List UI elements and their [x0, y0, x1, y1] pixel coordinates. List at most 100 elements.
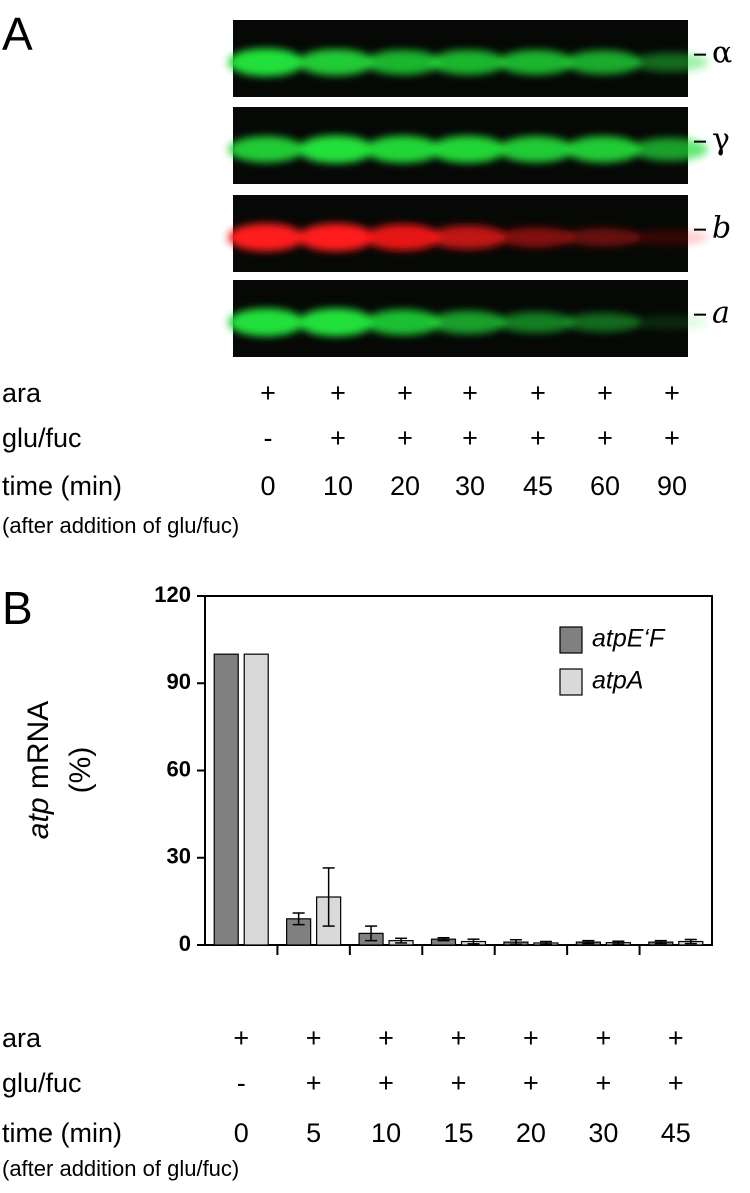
- y-tick-label: 0: [179, 931, 191, 956]
- legend-label: atpA: [592, 667, 643, 695]
- band: [565, 136, 641, 163]
- band-label: b: [712, 211, 731, 246]
- band: [298, 308, 374, 337]
- note: (after addition of glu/fuc): [2, 1156, 239, 1181]
- error-bar: [684, 938, 697, 945]
- condition-value: +: [595, 1023, 611, 1053]
- x-axis-label: time (min): [2, 1118, 122, 1148]
- band: [228, 223, 304, 252]
- y-axis-unit: (%): [64, 747, 97, 794]
- condition-value: +: [378, 1068, 394, 1098]
- condition-value: 60: [590, 471, 620, 501]
- condition-value: +: [397, 423, 413, 453]
- panel-label: A: [2, 8, 33, 60]
- error-bar: [612, 940, 625, 945]
- band: [365, 135, 441, 163]
- band: [430, 49, 506, 75]
- error-bar: [292, 912, 305, 926]
- condition-value: +: [451, 1023, 467, 1053]
- condition-value: +: [260, 378, 276, 408]
- condition-value: +: [597, 423, 613, 453]
- condition-value: +: [306, 1068, 322, 1098]
- x-tick-label: 30: [588, 1118, 618, 1148]
- condition-label: glu/fuc: [2, 423, 82, 453]
- blot-bands: [228, 223, 708, 252]
- band: [365, 309, 441, 336]
- condition-value: +: [530, 423, 546, 453]
- error-bar: [539, 940, 552, 946]
- condition-value: +: [523, 1023, 539, 1053]
- condition-value: 30: [455, 471, 485, 501]
- band: [632, 137, 708, 161]
- band: [298, 223, 374, 252]
- condition-value: +: [597, 378, 613, 408]
- band: [632, 229, 708, 245]
- band: [565, 312, 641, 332]
- condition-value: +: [530, 378, 546, 408]
- condition-value: +: [595, 1068, 611, 1098]
- blot-bands: [228, 135, 708, 164]
- condition-value: -: [237, 1068, 246, 1098]
- band: [298, 49, 374, 76]
- band: [430, 135, 506, 163]
- band-label: γ: [712, 123, 730, 158]
- legend-label: atpE‘F: [592, 625, 666, 653]
- condition-value: 45: [523, 471, 553, 501]
- error-bar: [582, 939, 595, 945]
- error-bar: [509, 939, 522, 946]
- condition-value: +: [462, 378, 478, 408]
- condition-value: +: [668, 1068, 684, 1098]
- condition-value: 20: [390, 471, 420, 501]
- error-bar: [467, 938, 480, 945]
- legend-swatch: [559, 626, 583, 654]
- condition-value: 90: [657, 471, 687, 501]
- error-bar: [322, 867, 335, 927]
- error-bar: [365, 925, 378, 942]
- note: (after addition of glu/fuc): [2, 513, 239, 538]
- condition-value: +: [664, 423, 680, 453]
- band: [228, 136, 304, 163]
- band: [430, 310, 506, 334]
- error-bar: [437, 936, 450, 942]
- condition-value: +: [233, 1023, 249, 1053]
- x-tick-label: 15: [443, 1118, 473, 1148]
- x-tick-label: 20: [516, 1118, 546, 1148]
- y-tick-label: 30: [167, 844, 191, 869]
- condition-value: 0: [260, 471, 275, 501]
- condition-label: ara: [2, 1023, 42, 1053]
- x-tick-label: 5: [306, 1118, 321, 1148]
- y-tick-label: 90: [167, 669, 191, 694]
- band: [298, 135, 374, 164]
- band: [565, 228, 641, 247]
- condition-value: +: [451, 1068, 467, 1098]
- condition-value: +: [462, 423, 478, 453]
- condition-value: +: [330, 378, 346, 408]
- band-label: α: [712, 36, 732, 71]
- band: [430, 225, 506, 250]
- x-tick-label: 0: [234, 1118, 249, 1148]
- condition-value: +: [523, 1068, 539, 1098]
- condition-value: +: [668, 1023, 684, 1053]
- y-tick-label: 120: [154, 582, 191, 607]
- condition-label: ara: [2, 378, 42, 408]
- panel-label: B: [2, 582, 33, 634]
- condition-value: +: [664, 378, 680, 408]
- condition-value: +: [306, 1023, 322, 1053]
- condition-value: +: [397, 378, 413, 408]
- band: [565, 50, 641, 75]
- band: [498, 49, 574, 75]
- condition-value: 10: [323, 471, 353, 501]
- error-bar: [395, 937, 408, 944]
- band: [228, 48, 304, 77]
- x-tick-label: 10: [371, 1118, 401, 1148]
- band: [365, 224, 441, 251]
- x-tick-label: 45: [661, 1118, 691, 1148]
- y-tick-label: 60: [167, 756, 191, 781]
- error-bar: [654, 939, 667, 945]
- bar: [213, 653, 239, 946]
- blot-bands: [228, 308, 708, 337]
- condition-value: -: [264, 423, 273, 453]
- band: [632, 52, 708, 72]
- blot-bands: [228, 48, 708, 77]
- band: [498, 227, 574, 248]
